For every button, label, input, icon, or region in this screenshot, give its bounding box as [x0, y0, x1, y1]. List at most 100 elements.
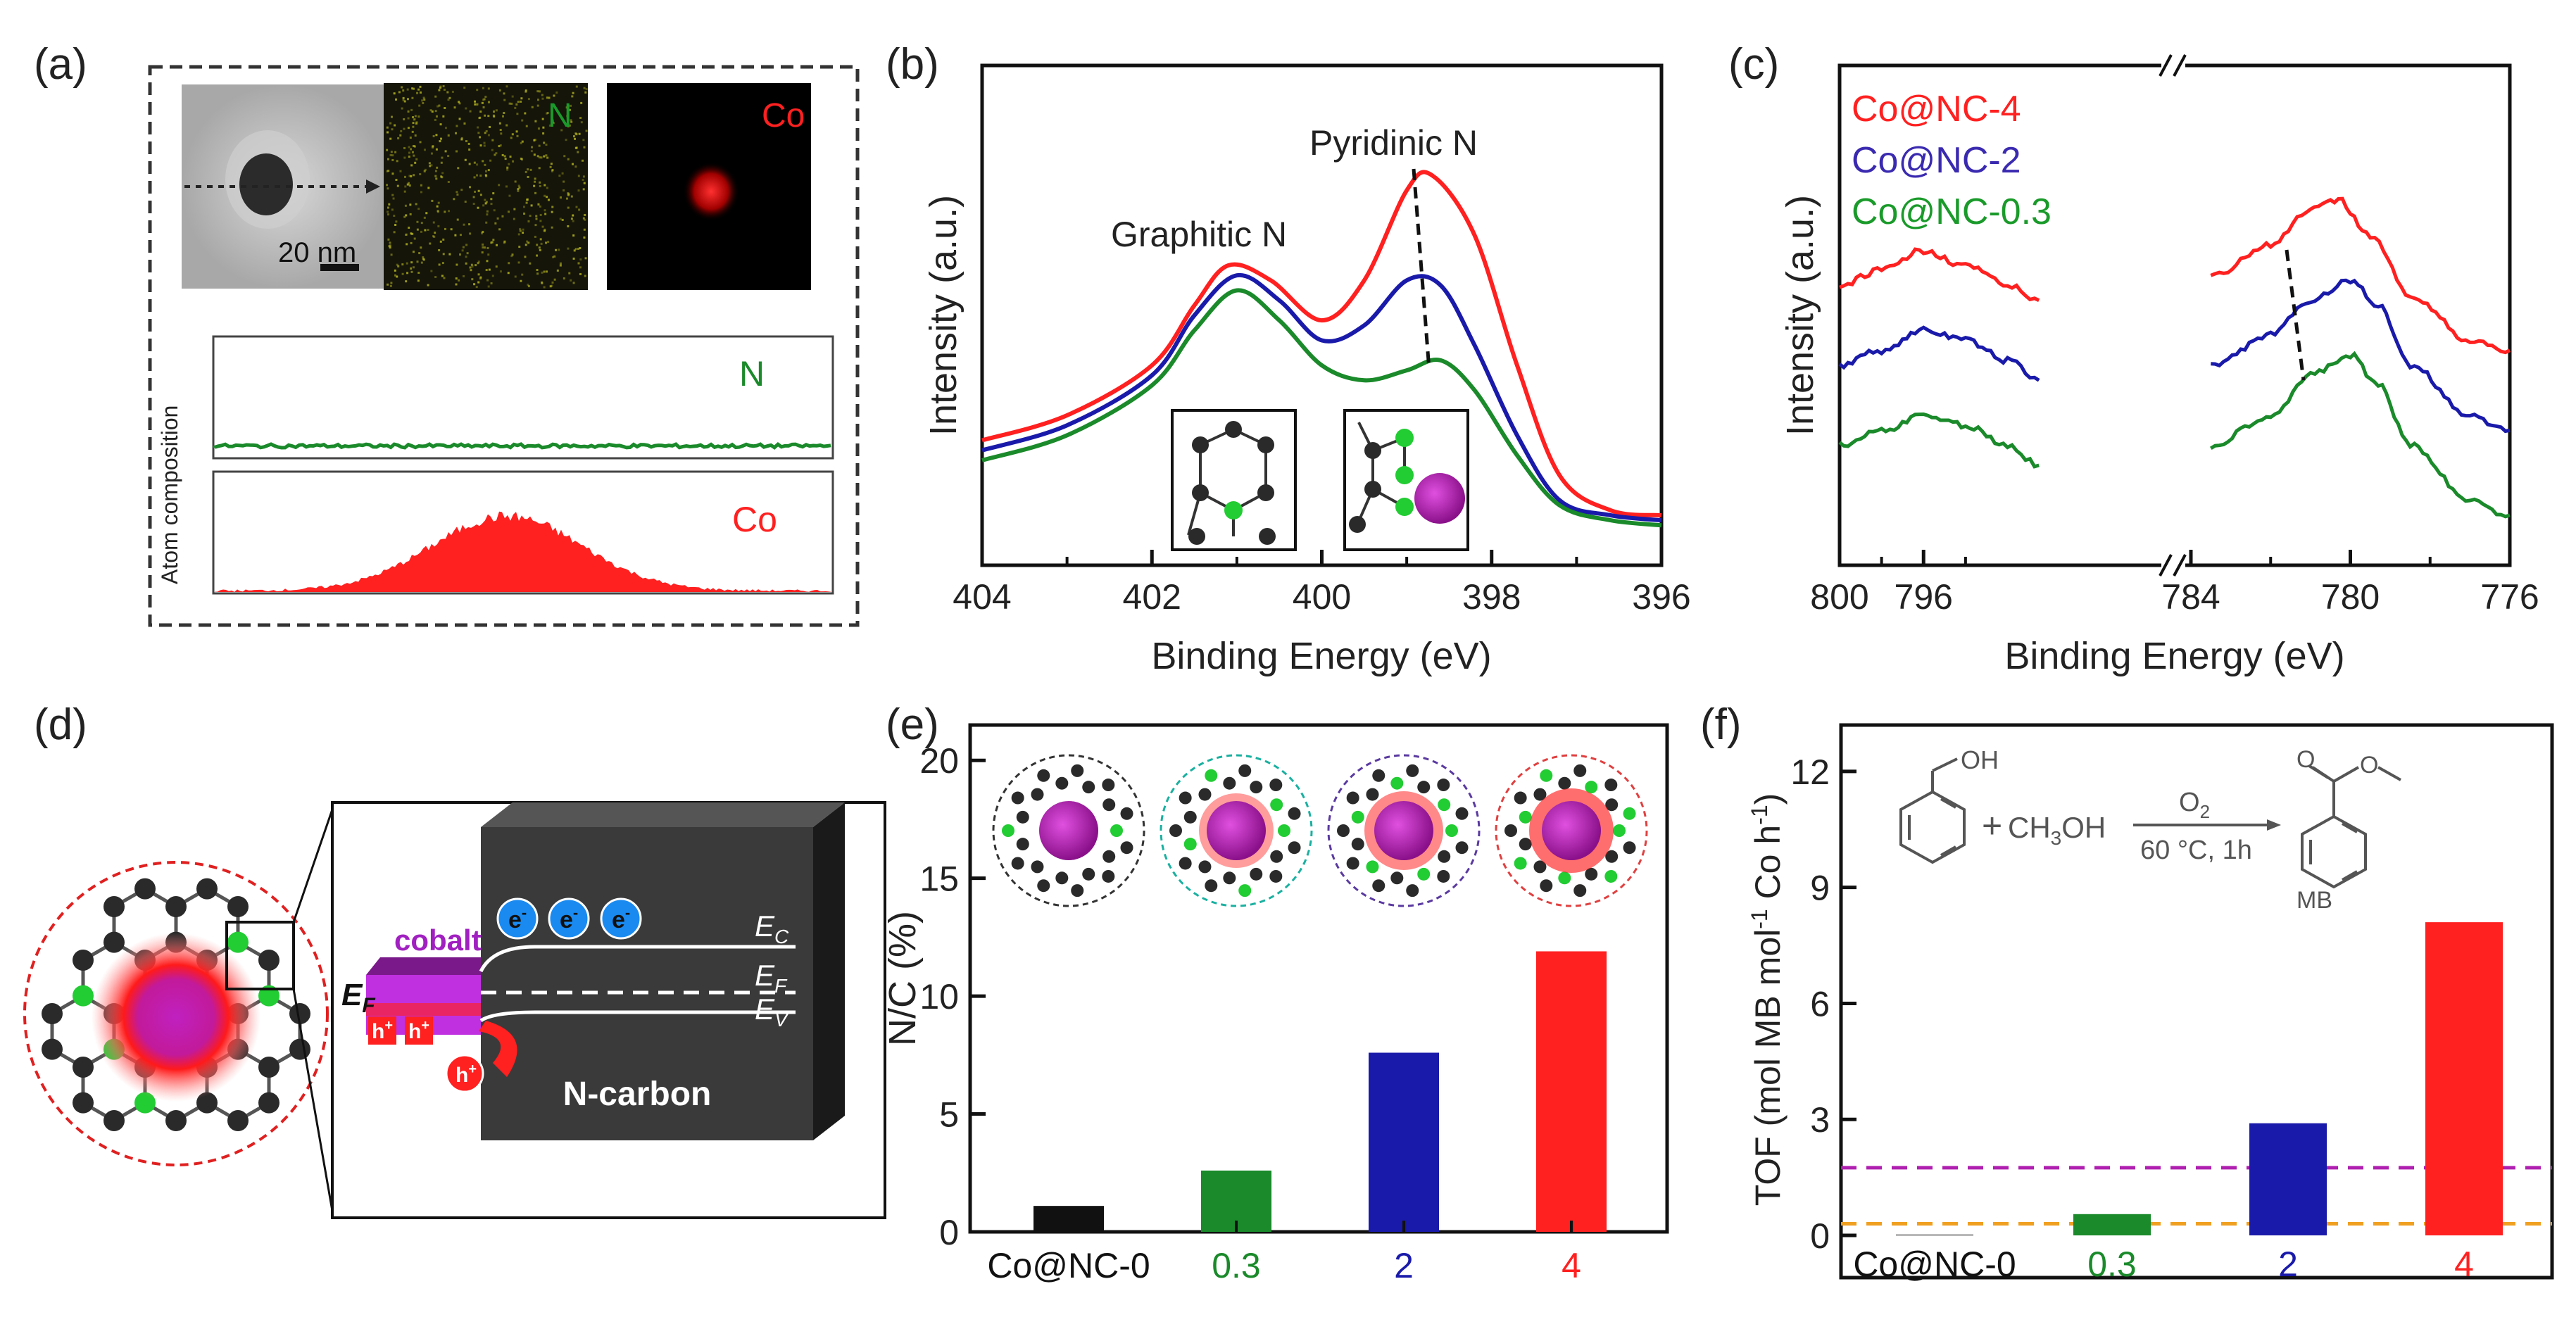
nitrogen-atom: [1445, 824, 1458, 837]
carbon-atom: [42, 1038, 63, 1060]
co-line-profile: [215, 511, 831, 592]
plot-b-series: [981, 170, 1662, 528]
plot-c-xtick-label: 796: [1895, 577, 1953, 617]
co-particle: [1542, 801, 1601, 860]
o2-label: O2: [2179, 788, 2210, 822]
panel-b-label: (b): [886, 40, 939, 89]
plot-b-xtick-label: 404: [953, 577, 1011, 617]
atom-composition-label: Atom composition: [157, 405, 182, 584]
plot-c-series-co-nc-2-left: [1838, 325, 2040, 382]
carbon-atom: [1269, 869, 1283, 883]
oh-label: OH: [1961, 745, 1999, 774]
carbon-atom: [1011, 857, 1024, 870]
plot-e-ytick-label: 5: [939, 1095, 959, 1135]
n-line-profile: [213, 441, 831, 450]
carbon-atom: [1102, 798, 1116, 812]
panel-f-label: (f): [1700, 700, 1742, 749]
carbon-atom: [42, 1003, 63, 1024]
plot-e-ytick-label: 20: [919, 741, 959, 781]
n-line-label: N: [739, 354, 765, 393]
n-carbon-block: [481, 827, 813, 1140]
panel-a-frame: [148, 65, 860, 627]
carbon-atom: [134, 878, 156, 900]
panel-c: (c) 800 796 784 780 776 Binding Energy (eV) …: [1728, 40, 2539, 677]
carbon-atom: [103, 931, 125, 953]
co-map-label: Co: [762, 97, 805, 134]
carbon-atom: [1102, 869, 1115, 883]
carbon-atom: [1372, 769, 1386, 782]
co-line-label: Co: [732, 500, 777, 539]
plot-c-series-co-nc-4-left: [1839, 247, 2040, 302]
carbon-atom: [1179, 791, 1192, 805]
carbon-atom: [1223, 776, 1236, 790]
nitrogen-atom: [1110, 824, 1123, 837]
plot-e-category-label: 2: [1394, 1246, 1414, 1285]
plot-f-bar-3: [2425, 922, 2503, 1235]
nitrogen-atom: [1390, 776, 1404, 790]
carbon-atom: [1169, 824, 1182, 837]
panel-f: (f) 0 3 6 9 12 Co@NC-0 0.3 2 4 TOF (mol MB mol-…: [1700, 700, 2554, 1284]
plot-b-series-co-nc-2: [981, 272, 1662, 523]
plot-c-ylabel: Intensity (a.u.): [1779, 195, 1821, 436]
carbon-atom: [1437, 869, 1450, 883]
carbon-atom: [1205, 879, 1218, 893]
nitrogen-atom: [1002, 824, 1014, 837]
carbon-atom: [1223, 871, 1236, 885]
benzyl-alcohol-structure: [1899, 757, 1966, 864]
panel-a: (a) 20 nm N Co N Co Atom composition: [34, 40, 860, 627]
carbon-atom: [1390, 871, 1404, 885]
carbon-atom: [1016, 838, 1029, 851]
panel-e-label: (e): [886, 700, 939, 749]
nitrogen-atom: [73, 985, 94, 1007]
carbon-atom: [1438, 850, 1451, 863]
plot-f-ytick-label: 3: [1810, 1100, 1830, 1140]
nitrogen-atom: [258, 985, 279, 1007]
ef-label: EF: [755, 959, 788, 997]
n-map-dots: [386, 85, 588, 289]
plot-e-frame: [968, 723, 1669, 1234]
carbon-atom: [1269, 779, 1283, 792]
scale-bar-label: 20 nm: [278, 237, 356, 268]
carbon-atom: [1346, 791, 1359, 805]
plot-e-ytick-label: 0: [939, 1213, 959, 1252]
carbon-atom: [1437, 779, 1450, 792]
carbon-atom: [1198, 860, 1212, 874]
electrons: e- e- e-: [496, 897, 642, 940]
nitrogen-atom: [1438, 798, 1451, 812]
plot-e-category-label: 4: [1562, 1246, 1581, 1285]
carbon-atom: [1082, 781, 1095, 794]
cobalt-block-top: [366, 957, 481, 975]
ec-label: EC: [755, 909, 789, 947]
n-map-label: N: [548, 97, 572, 134]
plot-c-series-co-nc-0-3-left: [1838, 412, 2040, 469]
plot-c-xlabel: Binding Energy (eV): [2004, 635, 2344, 677]
carbon-atom: [1031, 860, 1044, 874]
plot-f-ticks: 0 3 6 9 12: [1790, 752, 1856, 1256]
electron-1: [496, 897, 539, 940]
n-carbon-label: N-carbon: [563, 1076, 712, 1113]
hole-3: [445, 1054, 484, 1093]
carbon-atom: [1238, 764, 1252, 777]
carbon-atom: [1346, 857, 1359, 870]
carbon-atom: [1055, 871, 1069, 885]
carbon-atom: [1082, 867, 1095, 881]
carbon-atom: [1102, 779, 1115, 792]
product-label: MB: [2297, 887, 2332, 914]
plot-f-category-label: 4: [2454, 1245, 2474, 1284]
plot-f-ytick-label: 9: [1810, 869, 1830, 908]
plot-c-xtick-label: 784: [2161, 577, 2220, 617]
carbon-atom: [1605, 850, 1619, 863]
carbon-atom: [1288, 807, 1301, 820]
carbon-atom: [1417, 781, 1431, 794]
plot-f-frame: [1839, 723, 2554, 1280]
carbon-atom: [1011, 791, 1024, 805]
plot-c-series-co-nc-4-right: [2210, 196, 2511, 355]
valence-band: [479, 1010, 796, 1023]
plot-e-bars: [1033, 951, 1607, 1232]
plot-e-category-label: 0.3: [1212, 1246, 1261, 1285]
electron-3: [600, 897, 642, 940]
carbon-atom: [258, 1092, 279, 1114]
plot-f-bars: [1896, 922, 2503, 1235]
nitrogen-atom: [227, 931, 249, 953]
plot-e-bar-3: [1536, 951, 1607, 1232]
